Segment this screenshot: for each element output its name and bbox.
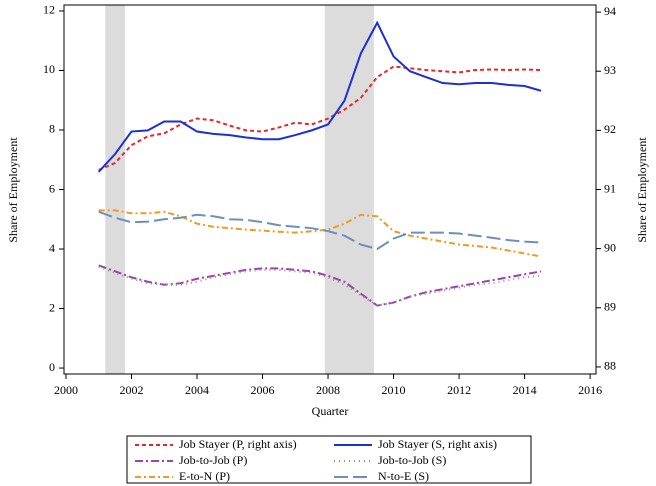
x-tick-label: 2002 [119, 383, 143, 397]
y2-tick-label: 93 [604, 63, 616, 77]
y2-tick-label: 91 [604, 181, 616, 195]
y-tick-label: 8 [49, 122, 55, 136]
y2-tick-label: 88 [604, 359, 616, 373]
y-tick-label: 4 [49, 241, 55, 255]
recession-shade [324, 5, 374, 374]
x-tick-label: 2000 [54, 383, 78, 397]
y-axis-label: Share of Employment [6, 137, 20, 243]
legend-label: Job-to-Job (S) [378, 453, 446, 467]
y-tick-label: 2 [49, 300, 55, 314]
legend-label: Job Stayer (S, right axis) [378, 437, 497, 451]
y2-axis-label: Share of Employment [635, 137, 649, 243]
legend-box [126, 435, 532, 484]
recession-shade [105, 5, 125, 374]
legend-label: N-to-E (S) [378, 469, 429, 483]
y-tick-label: 0 [49, 360, 55, 374]
series-line [98, 264, 542, 307]
x-tick-label: 2014 [513, 383, 537, 397]
x-axis-label: Quarter [312, 404, 349, 418]
y2-tick-label: 94 [604, 4, 616, 18]
x-tick-label: 2006 [251, 383, 275, 397]
legend-label: E-to-N (P) [179, 469, 230, 483]
x-tick-label: 2010 [382, 383, 406, 397]
y-tick-label: 12 [43, 3, 55, 17]
series-line [98, 209, 542, 258]
y2-tick-label: 89 [604, 300, 616, 314]
x-tick-label: 2016 [578, 383, 602, 397]
x-tick-label: 2004 [185, 383, 209, 397]
y-tick-label: 10 [43, 62, 55, 76]
legend-label: Job-to-Job (P) [179, 453, 247, 467]
x-tick-label: 2012 [447, 383, 471, 397]
series-line [97, 20, 542, 173]
y-tick-label: 6 [49, 181, 55, 195]
series-line [98, 65, 542, 171]
y2-tick-label: 92 [604, 122, 616, 136]
series-line [98, 265, 542, 307]
x-tick-label: 2008 [316, 383, 340, 397]
y2-tick-label: 90 [604, 240, 616, 254]
legend-label: Job Stayer (P, right axis) [179, 437, 297, 451]
